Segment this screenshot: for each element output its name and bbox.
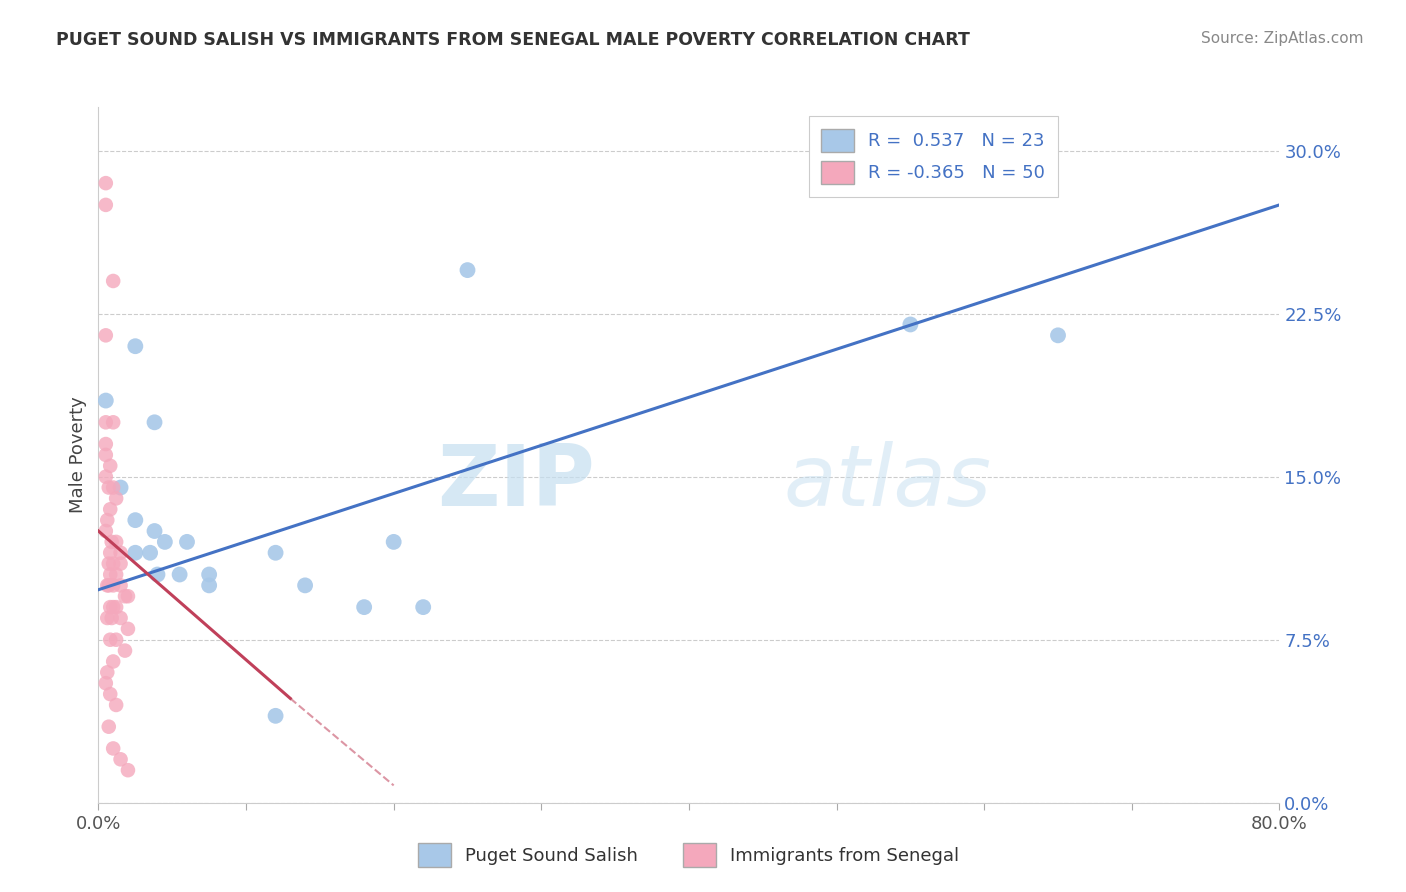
Point xyxy=(105,491,128,506)
Point xyxy=(94,415,117,429)
Point xyxy=(105,600,128,615)
Point xyxy=(97,720,120,734)
Point xyxy=(103,741,125,756)
Point xyxy=(103,557,125,571)
Point xyxy=(98,458,121,473)
Point xyxy=(96,513,118,527)
Point xyxy=(146,567,169,582)
Point xyxy=(100,611,122,625)
Point xyxy=(103,655,125,669)
Point xyxy=(124,339,146,353)
Point xyxy=(117,589,139,603)
Point xyxy=(294,578,316,592)
Point xyxy=(94,437,117,451)
Point xyxy=(103,481,125,495)
Text: ZIP: ZIP xyxy=(437,442,595,524)
Point xyxy=(98,687,121,701)
Point xyxy=(103,415,125,429)
Point xyxy=(124,513,146,527)
Point xyxy=(176,535,198,549)
Point xyxy=(103,274,125,288)
Point xyxy=(94,198,117,212)
Point xyxy=(382,535,405,549)
Point xyxy=(117,622,139,636)
Point xyxy=(110,481,132,495)
Point xyxy=(169,567,191,582)
Text: Source: ZipAtlas.com: Source: ZipAtlas.com xyxy=(1201,31,1364,46)
Point xyxy=(97,578,120,592)
Point xyxy=(117,763,139,777)
Point xyxy=(94,469,117,483)
Point xyxy=(94,176,117,190)
Point xyxy=(198,578,221,592)
Point xyxy=(264,708,287,723)
Point xyxy=(139,546,162,560)
Point xyxy=(94,524,117,538)
Point xyxy=(97,557,120,571)
Point xyxy=(98,600,121,615)
Point xyxy=(94,393,117,408)
Point xyxy=(456,263,478,277)
Point xyxy=(103,578,125,592)
Point xyxy=(143,415,166,429)
Y-axis label: Male Poverty: Male Poverty xyxy=(69,397,87,513)
Point xyxy=(114,589,136,603)
Point xyxy=(103,600,125,615)
Point xyxy=(198,567,221,582)
Point xyxy=(105,632,128,647)
Point xyxy=(143,524,166,538)
Point xyxy=(900,318,922,332)
Point xyxy=(96,578,118,592)
Point xyxy=(96,611,118,625)
Point xyxy=(110,578,132,592)
Point xyxy=(105,567,128,582)
Point xyxy=(110,557,132,571)
Legend: Puget Sound Salish, Immigrants from Senegal: Puget Sound Salish, Immigrants from Sene… xyxy=(411,836,967,874)
Point xyxy=(94,448,117,462)
Point xyxy=(110,611,132,625)
Point xyxy=(105,535,128,549)
Point xyxy=(124,546,146,560)
Point xyxy=(105,698,128,712)
Point xyxy=(98,502,121,516)
Point xyxy=(114,643,136,657)
Point xyxy=(153,535,176,549)
Point xyxy=(98,567,121,582)
Point xyxy=(98,632,121,647)
Point xyxy=(97,481,120,495)
Text: atlas: atlas xyxy=(783,442,991,524)
Point xyxy=(94,328,117,343)
Point xyxy=(264,546,287,560)
Point xyxy=(100,535,122,549)
Point xyxy=(1046,328,1069,343)
Point xyxy=(94,676,117,690)
Text: PUGET SOUND SALISH VS IMMIGRANTS FROM SENEGAL MALE POVERTY CORRELATION CHART: PUGET SOUND SALISH VS IMMIGRANTS FROM SE… xyxy=(56,31,970,49)
Point xyxy=(412,600,434,615)
Point xyxy=(96,665,118,680)
Point xyxy=(110,546,132,560)
Point xyxy=(110,752,132,766)
Point xyxy=(98,546,121,560)
Point xyxy=(353,600,375,615)
